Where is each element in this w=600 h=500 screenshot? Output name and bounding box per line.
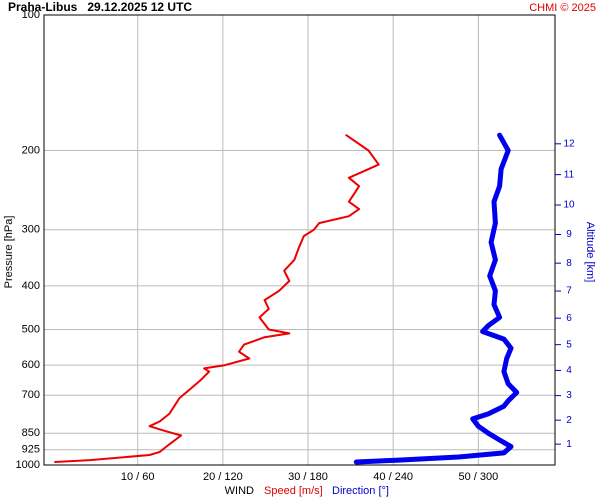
series-line <box>54 134 380 463</box>
y2-tick-label: 11 <box>564 169 575 180</box>
y2-tick-label: 8 <box>566 258 572 269</box>
plot-frame <box>43 14 556 466</box>
y-tick-label: 500 <box>22 323 40 335</box>
y2-tick-label: 3 <box>566 390 572 401</box>
y2-tick-label: 10 <box>563 200 575 211</box>
y2-tick-label: 6 <box>566 313 572 324</box>
y-tick-label: 400 <box>22 280 40 292</box>
x-tick-label: 40 / 240 <box>373 471 413 483</box>
x-tick-label: 50 / 300 <box>458 471 498 483</box>
chart-title: Praha-Libus 29.12.2025 12 UTC <box>8 0 192 14</box>
y-tick-label: 850 <box>22 427 40 439</box>
y-tick-label: 925 <box>22 444 40 456</box>
y2-axis-label: Altitude [km] <box>584 222 596 283</box>
y2-tick-label: 5 <box>566 339 572 350</box>
y2-tick-label: 4 <box>566 365 572 376</box>
y-tick-label: 300 <box>22 224 40 236</box>
x-tick-label: 10 / 60 <box>121 471 155 483</box>
y-axis-label: Pressure [hPa] <box>3 216 15 289</box>
y-tick-label: 600 <box>22 359 40 371</box>
y-tick-label: 200 <box>22 144 40 156</box>
y2-tick-label: 2 <box>566 415 572 426</box>
legend-speed: Speed [m/s] <box>264 485 323 497</box>
y2-tick-label: 7 <box>566 286 572 297</box>
x-axis-label: WIND <box>225 485 254 497</box>
y2-tick-label: 9 <box>566 229 572 240</box>
y-tick-label: 1000 <box>16 459 40 471</box>
y-tick-label: 700 <box>22 389 40 401</box>
y2-tick-label: 12 <box>563 138 575 149</box>
x-tick-label: 20 / 120 <box>203 471 243 483</box>
series-line <box>353 132 520 465</box>
y2-tick-label: 1 <box>566 439 572 450</box>
x-tick-label: 30 / 180 <box>288 471 328 483</box>
legend-direction: Direction [°] <box>332 485 389 497</box>
credit: CHMI © 2025 <box>529 2 596 14</box>
y-tick-label: 100 <box>22 9 40 21</box>
